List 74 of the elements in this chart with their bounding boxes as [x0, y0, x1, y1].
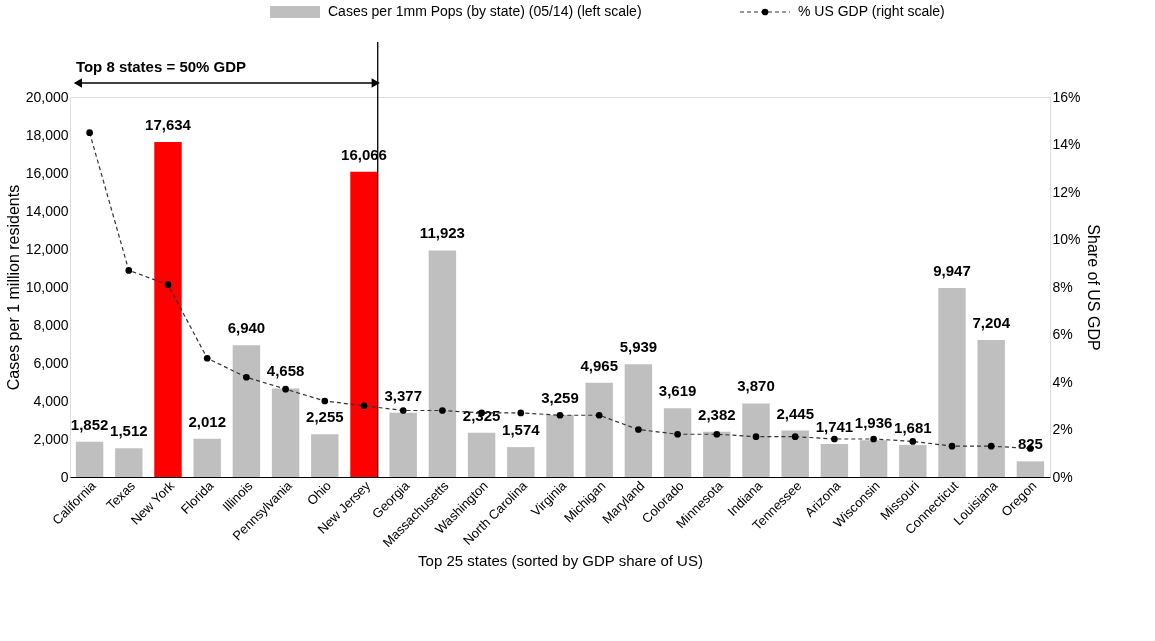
y-tick-label: 16,000: [25, 164, 69, 181]
y-tick-label: 10,000: [25, 278, 69, 295]
y-tick-label: 2,000: [33, 430, 69, 447]
y2-tick-label: 10%: [1052, 231, 1081, 247]
bar: [624, 364, 653, 477]
bar: [663, 408, 692, 477]
data-label: 11,923: [419, 224, 465, 242]
bar: [193, 438, 221, 477]
y-tick-label: 6,000: [33, 354, 69, 371]
bar: [115, 448, 143, 477]
legend-label: % US GDP (right scale): [798, 3, 945, 19]
bar: [820, 443, 849, 477]
data-label: 3,619: [658, 382, 697, 400]
bar: [75, 441, 104, 477]
data-label: 3,870: [737, 377, 775, 395]
data-label: 3,259: [541, 389, 579, 407]
y2-tick-label: 12%: [1052, 183, 1081, 200]
bar: [703, 431, 731, 477]
y2-axis-title: Share of US GDP: [1084, 224, 1102, 351]
data-label: 2,255: [306, 408, 344, 426]
y-tick-label: 8,000: [33, 316, 69, 333]
y-tick-label: 20,000: [25, 88, 69, 105]
data-label: 1,852: [70, 415, 109, 433]
y-tick-label: 0: [60, 468, 69, 485]
data-label: 1,681: [894, 419, 932, 437]
y-tick-label: 18,000: [25, 126, 69, 143]
bar: [428, 250, 457, 477]
data-label: 5,939: [619, 338, 658, 356]
data-label: 4,965: [580, 356, 618, 374]
data-label: 2,382: [698, 405, 736, 423]
y2-tick-label: 6%: [1052, 326, 1073, 342]
data-label: 4,658: [266, 362, 305, 380]
data-label: 1,574: [502, 421, 541, 439]
bar: [271, 388, 300, 477]
bar: [389, 412, 417, 477]
bar: [781, 430, 809, 477]
text: Top 8 states = 50% GDP: [75, 58, 247, 75]
bar: [232, 345, 261, 477]
data-label: 1,741: [815, 417, 854, 435]
bar: [154, 141, 182, 477]
y2-tick-label: 2%: [1052, 421, 1073, 437]
bar: [311, 434, 339, 477]
x-axis-title: Top 25 states (sorted by GDP share of US): [418, 552, 703, 569]
bar: [938, 288, 966, 477]
y2-tick-label: 8%: [1052, 278, 1073, 295]
y-axis-title: Cases per 1 million residents: [4, 184, 22, 391]
bar: [859, 440, 888, 477]
y-tick-label: 4,000: [33, 392, 69, 409]
y-tick-label: 12,000: [25, 240, 69, 257]
legend-label: Cases per 1mm Pops (by state) (05/14) (left scale): [328, 3, 642, 19]
data-label: 9,947: [933, 262, 971, 280]
y2-tick-label: 14%: [1052, 136, 1081, 152]
data-label: 1,936: [854, 414, 893, 432]
y2-tick-label: 0%: [1052, 468, 1073, 485]
bar: [977, 340, 1005, 477]
data-label: 2,012: [188, 412, 226, 430]
x-tick-label: Ohio: [303, 478, 334, 509]
bar: [899, 445, 927, 477]
y2-tick-label: 4%: [1052, 373, 1073, 390]
data-label: 7,204: [972, 314, 1011, 332]
data-label: 6,940: [227, 319, 266, 337]
y-tick-label: 14,000: [25, 202, 69, 219]
data-label: 1,512: [110, 422, 148, 440]
bar: [585, 382, 613, 477]
bar: [467, 432, 496, 477]
data-label: 17,634: [145, 115, 192, 133]
data-label: 2,445: [776, 404, 814, 422]
bar: [1016, 461, 1045, 477]
data-label: 3,377: [384, 386, 422, 404]
bar: [350, 171, 378, 477]
bar: [507, 447, 535, 477]
bar: [742, 403, 770, 477]
y2-tick-label: 16%: [1052, 88, 1081, 105]
bar: [546, 415, 574, 477]
